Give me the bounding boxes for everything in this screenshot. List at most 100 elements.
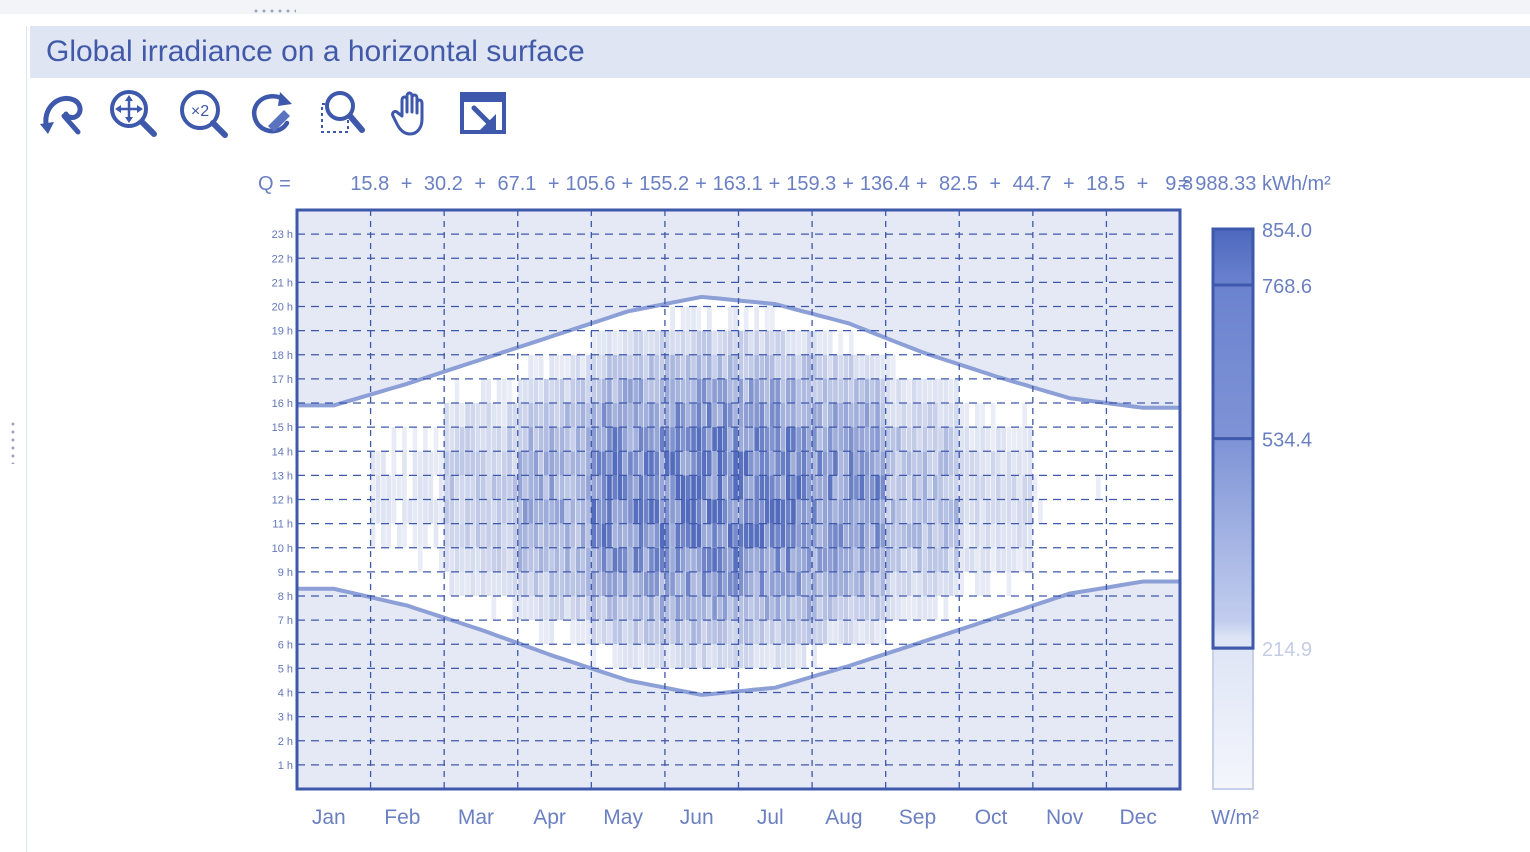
- heatmap-cell: [549, 427, 554, 452]
- heatmap-cell: [617, 451, 623, 476]
- heatmap-cell: [638, 330, 644, 355]
- heatmap-cell: [785, 571, 791, 596]
- heatmap-cell: [791, 427, 796, 452]
- heatmap-cell: [628, 451, 633, 476]
- heatmap-cell: [770, 475, 775, 500]
- heatmap-cell: [712, 547, 717, 572]
- heatmap-cell: [549, 547, 554, 572]
- heatmap-cell: [433, 451, 439, 476]
- side-splitter-grip-icon[interactable]: [10, 420, 16, 464]
- y-tick-label: 15 h: [272, 422, 293, 434]
- heatmap-cell: [848, 620, 854, 645]
- reset-view-button[interactable]: [36, 86, 90, 140]
- heatmap-cell: [691, 330, 696, 355]
- heatmap-cell: [722, 547, 728, 572]
- heatmap-cell: [927, 523, 933, 548]
- heatmap-cell: [880, 620, 886, 645]
- heatmap-cell: [743, 523, 749, 548]
- heatmap-cell: [601, 620, 607, 645]
- heatmap-cell: [596, 571, 602, 596]
- heatmap-cell: [412, 523, 418, 548]
- heatmap-cell: [728, 571, 733, 596]
- heatmap-cell: [812, 475, 817, 500]
- heatmap-cell: [481, 571, 486, 596]
- heatmap-cell: [796, 571, 801, 596]
- zoom-extents-button[interactable]: [106, 86, 160, 140]
- heatmap-cell: [890, 596, 896, 621]
- heatmap-cell: [806, 330, 812, 355]
- heatmap-cell: [549, 354, 554, 379]
- heatmap-cell: [969, 523, 975, 548]
- heatmap-cell: [938, 499, 943, 524]
- heatmap-cell: [381, 451, 386, 476]
- heatmap-cell: [801, 547, 807, 572]
- redraw-button[interactable]: [246, 86, 300, 140]
- heatmap-cell: [649, 523, 654, 548]
- heatmap-cell: [890, 378, 896, 403]
- export-button[interactable]: [456, 86, 510, 140]
- heatmap-cell: [680, 403, 686, 428]
- heatmap-cell: [465, 451, 470, 476]
- y-tick-label: 22 h: [272, 253, 293, 265]
- heatmap-cell: [381, 475, 386, 500]
- heatmap-cell: [517, 403, 523, 428]
- heatmap-cell: [1022, 451, 1027, 476]
- heatmap-cell: [722, 451, 728, 476]
- heatmap-cell: [502, 499, 507, 524]
- heatmap-cell: [896, 427, 901, 452]
- summary-prefix: Q =: [258, 173, 291, 195]
- heatmap-cell: [749, 644, 754, 669]
- heatmap-cell: [680, 451, 686, 476]
- zoom-x2-button[interactable]: ×2: [176, 86, 230, 140]
- heatmap-cell: [580, 499, 586, 524]
- heatmap-cell: [848, 403, 854, 428]
- heatmap-cell: [954, 571, 959, 596]
- heatmap-cell: [659, 499, 665, 524]
- heatmap-cell: [975, 427, 980, 452]
- heatmap-cell: [481, 451, 486, 476]
- heatmap-cell: [638, 475, 644, 500]
- heatmap-cell: [533, 547, 539, 572]
- heatmap-cell: [591, 644, 596, 669]
- heatmap-cell: [470, 403, 476, 428]
- heatmap-cell: [854, 354, 859, 379]
- heatmap-cell: [517, 427, 523, 452]
- heatmap-cell: [775, 427, 780, 452]
- heatmap-cell: [843, 499, 849, 524]
- heatmap-cell: [643, 571, 649, 596]
- heatmap-cell: [822, 330, 828, 355]
- heatmap-cell: [743, 403, 749, 428]
- heatmap-cell: [402, 523, 407, 548]
- heatmap-cell: [864, 547, 870, 572]
- heatmap-cell: [754, 330, 759, 355]
- heatmap-cell: [911, 475, 917, 500]
- heatmap-cell: [643, 644, 649, 669]
- heatmap-cell: [638, 499, 644, 524]
- heatmap-cell: [969, 547, 975, 572]
- heatmap-cell: [707, 644, 712, 669]
- heatmap-cell: [817, 403, 822, 428]
- heatmap-cell: [959, 427, 964, 452]
- heatmap-cell: [601, 427, 607, 452]
- heatmap-cell: [649, 354, 654, 379]
- splitter-grip-icon[interactable]: [252, 9, 296, 13]
- heatmap-cell: [1011, 475, 1017, 500]
- pan-button[interactable]: [386, 86, 440, 140]
- heatmap-cell: [670, 378, 675, 403]
- heatmap-cell: [470, 475, 476, 500]
- heatmap-cell: [743, 354, 749, 379]
- heatmap-cell: [943, 571, 949, 596]
- heatmap-cell: [638, 378, 644, 403]
- heatmap-cell: [654, 620, 660, 645]
- heatmap-cell: [496, 571, 502, 596]
- heatmap-cell: [685, 354, 691, 379]
- heatmap-cell: [586, 596, 591, 621]
- zoom-window-button[interactable]: [316, 86, 370, 140]
- heatmap-cell: [764, 403, 770, 428]
- heatmap-cell: [859, 427, 865, 452]
- heatmap-cell: [933, 378, 938, 403]
- heatmap-cell: [465, 427, 470, 452]
- heatmap-cell: [612, 499, 618, 524]
- heatmap-cell: [838, 378, 844, 403]
- heatmap-cell: [728, 499, 733, 524]
